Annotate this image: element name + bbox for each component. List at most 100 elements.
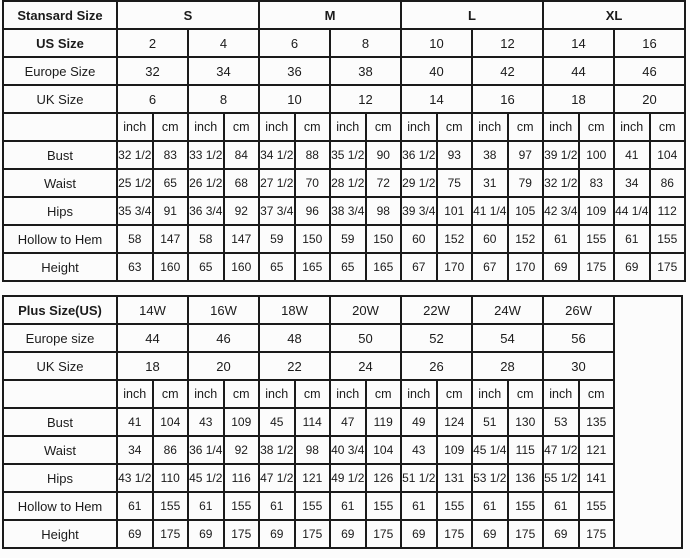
empty-side-cell (613, 295, 683, 549)
inch-value-cell: 43 1/2 (116, 463, 154, 493)
row-label: Bust (2, 407, 118, 437)
size-value-cell: 20 (613, 84, 686, 114)
unit-cm-header: cm (222, 112, 260, 142)
cm-value-cell: 126 (364, 463, 402, 493)
size-value-cell: 12 (329, 84, 402, 114)
cm-value-cell: 93 (435, 140, 473, 170)
unit-inch-header: inch (471, 112, 509, 142)
inch-value-cell: 61 (471, 491, 509, 521)
inch-value-cell: 58 (187, 224, 225, 254)
cm-value-cell: 160 (222, 252, 260, 282)
size-group-header: 20W (329, 295, 402, 325)
inch-value-cell: 69 (400, 519, 438, 549)
size-value-cell: 42 (471, 56, 544, 86)
unit-inch-header: inch (400, 379, 438, 409)
table-row: Hollow to Hem 58 147 58 147 59 150 59 150 60 152 60… (2, 224, 686, 254)
cm-value-cell: 131 (435, 463, 473, 493)
cm-value-cell: 147 (222, 224, 260, 254)
inch-value-cell: 51 (471, 407, 509, 437)
inch-value-cell: 69 (329, 519, 367, 549)
cm-value-cell: 155 (151, 491, 189, 521)
size-value-cell: 36 (258, 56, 331, 86)
cm-value-cell: 175 (364, 519, 402, 549)
cm-value-cell: 109 (222, 407, 260, 437)
inch-value-cell: 67 (400, 252, 438, 282)
inch-value-cell: 38 (471, 140, 509, 170)
table-row: Europe size 44 46 48 50 52 54 56 (2, 323, 682, 353)
cm-value-cell: 86 (648, 168, 686, 198)
inch-value-cell: 36 1/2 (400, 140, 438, 170)
cm-value-cell: 109 (577, 196, 615, 226)
row-label: UK Size (2, 351, 118, 381)
cm-value-cell: 119 (364, 407, 402, 437)
table-row: Height 63 160 65 160 65 165 65 165 67 170 67 170 69 17… (2, 252, 686, 282)
size-group-header: L (400, 0, 544, 30)
size-group-header: 26W (542, 295, 615, 325)
inch-value-cell: 33 1/2 (187, 140, 225, 170)
inch-value-cell: 58 (116, 224, 154, 254)
cm-value-cell: 175 (577, 519, 615, 549)
unit-cm-header: cm (151, 379, 189, 409)
inch-value-cell: 60 (471, 224, 509, 254)
unit-inch-header: inch (542, 379, 580, 409)
inch-value-cell: 65 (258, 252, 296, 282)
inch-value-cell: 69 (613, 252, 651, 282)
row-label: Bust (2, 140, 118, 170)
cm-value-cell: 155 (364, 491, 402, 521)
inch-value-cell: 34 (116, 435, 154, 465)
unit-inch-header: inch (613, 112, 651, 142)
table-row: Bust 41 104 43 109 45 114 47 119 49 124 51 130 53 135 (2, 407, 682, 437)
cm-value-cell: 92 (222, 435, 260, 465)
cm-value-cell: 72 (364, 168, 402, 198)
cm-value-cell: 124 (435, 407, 473, 437)
inch-value-cell: 28 1/2 (329, 168, 367, 198)
inch-value-cell: 61 (613, 224, 651, 254)
unit-inch-header: inch (400, 112, 438, 142)
inch-value-cell: 45 (258, 407, 296, 437)
cm-value-cell: 160 (151, 252, 189, 282)
size-value-cell: 56 (542, 323, 615, 353)
inch-value-cell: 43 (187, 407, 225, 437)
cm-value-cell: 155 (577, 491, 615, 521)
cm-value-cell: 98 (293, 435, 331, 465)
table-title: Plus Size(US) (2, 295, 118, 325)
cm-value-cell: 155 (293, 491, 331, 521)
size-value-cell: 10 (258, 84, 331, 114)
size-value-cell: 2 (116, 28, 189, 58)
cm-value-cell: 175 (151, 519, 189, 549)
size-group-header: S (116, 0, 260, 30)
unit-cm-header: cm (151, 112, 189, 142)
inch-value-cell: 29 1/2 (400, 168, 438, 198)
cm-value-cell: 130 (506, 407, 544, 437)
unit-cm-header: cm (648, 112, 686, 142)
inch-value-cell: 34 (613, 168, 651, 198)
cm-value-cell: 170 (435, 252, 473, 282)
size-value-cell: 46 (613, 56, 686, 86)
unit-cm-header: cm (577, 379, 615, 409)
unit-cm-header: cm (293, 379, 331, 409)
cm-value-cell: 104 (364, 435, 402, 465)
cm-value-cell: 109 (435, 435, 473, 465)
cm-value-cell: 110 (151, 463, 189, 493)
inch-value-cell: 47 1/2 (258, 463, 296, 493)
inch-value-cell: 61 (542, 224, 580, 254)
cm-value-cell: 96 (293, 196, 331, 226)
cm-value-cell: 175 (577, 252, 615, 282)
table-row: Waist 34 86 36 1/4 92 38 1/2 98 40 3/4 104 43 109 4… (2, 435, 682, 465)
row-label: Hips (2, 463, 118, 493)
inch-value-cell: 69 (116, 519, 154, 549)
unit-inch-header: inch (116, 112, 154, 142)
inch-value-cell: 32 1/2 (116, 140, 154, 170)
cm-value-cell: 135 (577, 407, 615, 437)
cm-value-cell: 175 (648, 252, 686, 282)
inch-value-cell: 45 1/4 (471, 435, 509, 465)
inch-value-cell: 53 (542, 407, 580, 437)
size-value-cell: 32 (116, 56, 189, 86)
inch-value-cell: 47 (329, 407, 367, 437)
inch-value-cell: 41 (116, 407, 154, 437)
table-row: Hips 43 1/2 110 45 1/2 116 47 1/2 121 49 1/2 126… (2, 463, 682, 493)
row-label: Height (2, 519, 118, 549)
unit-cm-header: cm (364, 112, 402, 142)
cm-value-cell: 155 (435, 491, 473, 521)
cm-value-cell: 175 (222, 519, 260, 549)
